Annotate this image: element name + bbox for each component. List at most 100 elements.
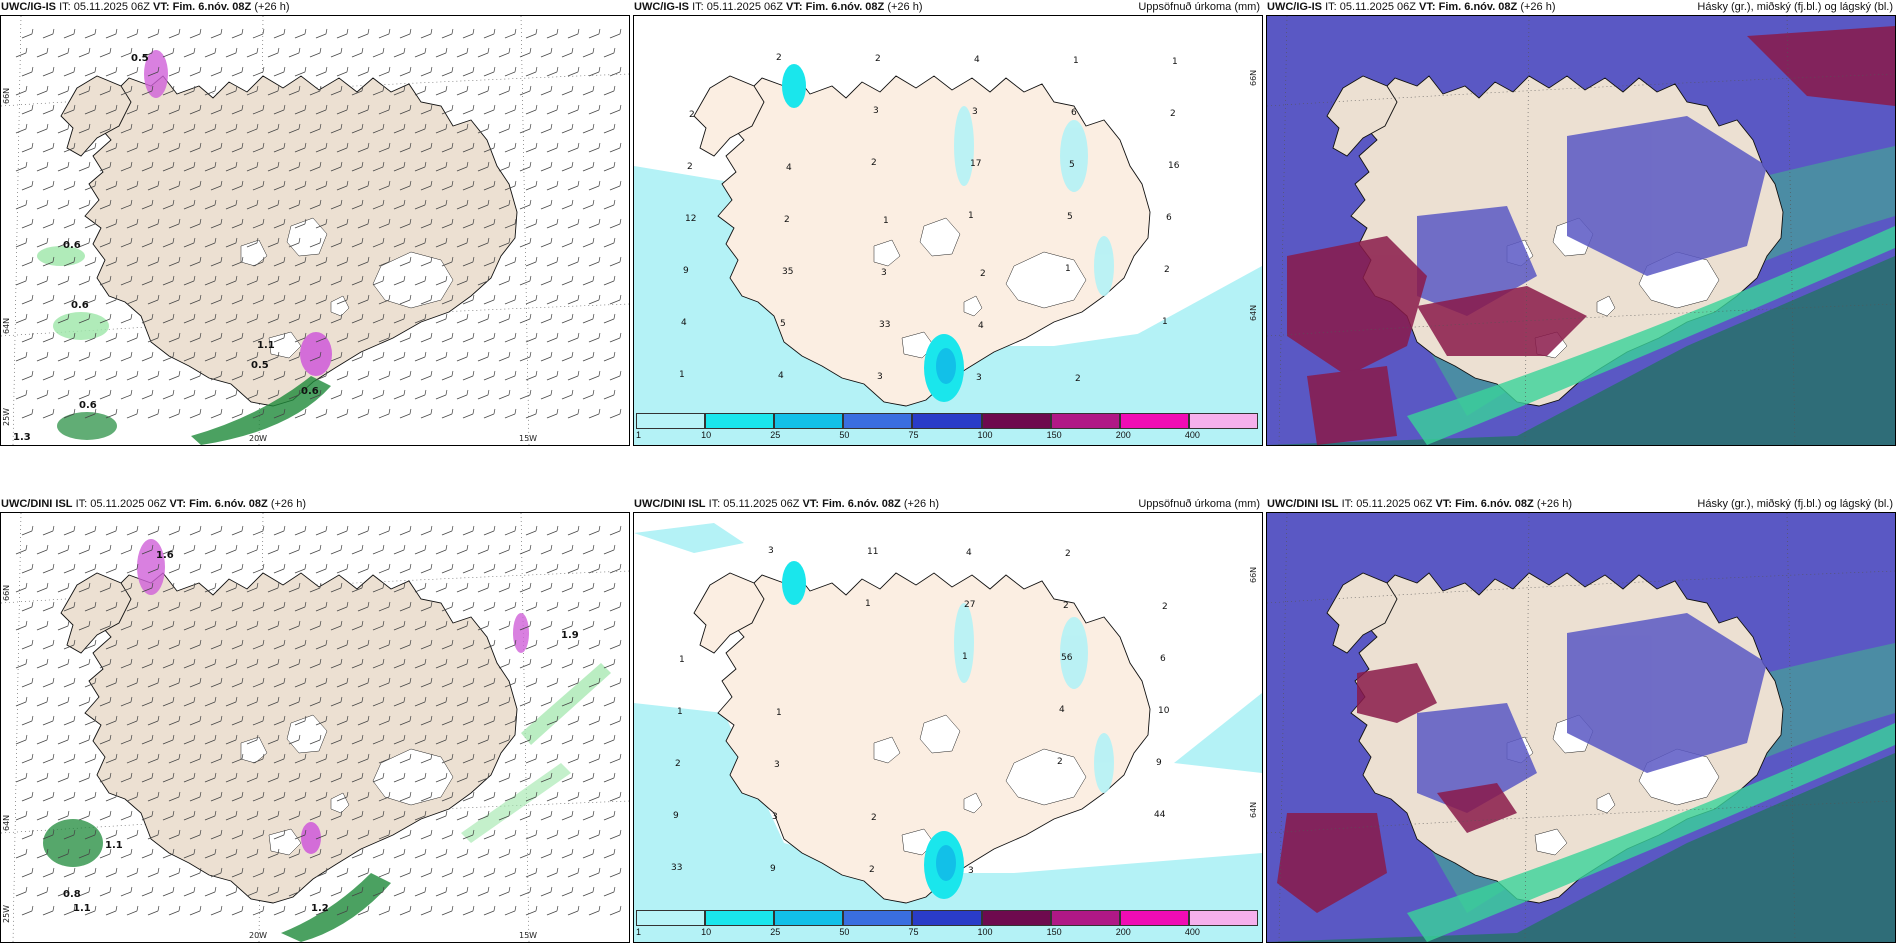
axis-label: 20W <box>249 931 267 940</box>
precip-value: 4 <box>966 548 972 558</box>
precip-value: 6 <box>1160 654 1166 664</box>
precip-value: 9 <box>673 811 679 821</box>
init-time: IT: 05.11.2025 06Z <box>59 1 150 13</box>
colorbar-tick: 25 <box>770 430 781 440</box>
lead-time: (+26 h) <box>254 1 290 13</box>
colorbar-tick: 25 <box>770 927 781 937</box>
colorbar-swatch <box>1188 413 1258 429</box>
model-name: UWC/IG-IS <box>1 1 56 13</box>
low-cloud <box>1287 26 1895 445</box>
precip-value: 3 <box>772 812 778 822</box>
wind-speed-label: 1.1 <box>73 903 91 914</box>
precip-value: 1 <box>968 211 974 221</box>
colorbar-swatch <box>636 413 706 429</box>
field-title: Hásky (gr.), miðský (fj.bl.) og lágský (… <box>1697 498 1893 510</box>
vt-label: VT: <box>1419 1 1436 13</box>
precip-value: 1 <box>1162 317 1168 327</box>
mid-cloud <box>1417 116 1767 316</box>
colorbar-swatch <box>705 910 775 926</box>
panel-header: UWC/DINI ISL IT: 05.11.2025 06Z VT: Fim.… <box>1 497 629 512</box>
vt-label: VT: <box>786 1 803 13</box>
axis-label: 25W <box>2 408 11 426</box>
axis-label: 66N <box>2 88 11 104</box>
precip-value: 1 <box>883 216 889 226</box>
precip-value: 12 <box>685 214 696 224</box>
wind-speed-label: 1.1 <box>257 340 275 351</box>
wind-speed-label: 0.6 <box>71 300 89 311</box>
vt-label: VT: <box>802 498 820 510</box>
colorbar-tick: 75 <box>908 927 919 937</box>
precip-value: 1 <box>677 707 683 717</box>
colorbar-tick: 50 <box>839 927 850 937</box>
precip-value: 2 <box>875 54 881 64</box>
precip-value: 4 <box>778 371 784 381</box>
field-title: Hásky (gr.), miðský (fj.bl.) og lágský (… <box>1697 1 1893 13</box>
map-area: 2 44 33 3 1 1 4 9 9 9 11 27 56 10 2 3 2 4 2 6 1 3 2 3 2 2 1 1 66N 64N… <box>633 512 1263 943</box>
precip-value: 2 <box>1057 757 1063 767</box>
precip-value: 2 <box>1063 601 1069 611</box>
map-area: 2 1 1 1 1 2 3 17 5 2 4 4 2 3 5 6 9 5 3 4 6 16 12 35 33 3 1 2 2 2 3 4 2 1 2… <box>633 15 1263 446</box>
vt-label: VT: <box>169 498 187 510</box>
axis-label: 15W <box>519 931 537 940</box>
precip-value: 2 <box>871 813 877 823</box>
axis-label: 15W <box>519 434 537 443</box>
map-area <box>1266 512 1896 943</box>
precip-value: 6 <box>1071 108 1077 118</box>
colorbar-tick: 75 <box>908 430 919 440</box>
map-svg <box>1267 513 1895 942</box>
axis-label: 20W <box>249 434 267 443</box>
precip-value: 4 <box>786 163 792 173</box>
valid-time: Fim. 6.nóv. 08Z <box>189 498 268 510</box>
precip-value: 33 <box>671 863 682 873</box>
axis-label: 64N <box>1249 305 1258 321</box>
precip-value: 1 <box>679 655 685 665</box>
wind-barbs <box>15 28 622 419</box>
precip-colorbar: 1 10 25 50 75 100 150 200 400 <box>636 910 1262 938</box>
precip-value: 27 <box>964 600 975 610</box>
colorbar-tick: 10 <box>701 927 712 937</box>
panel-header: UWC/DINI ISL IT: 05.11.2025 06Z VT: Fim.… <box>634 497 1262 512</box>
precip-value: 2 <box>687 162 693 172</box>
colorbar-swatch <box>774 910 844 926</box>
wind-speed-label: 0.6 <box>63 240 81 251</box>
colorbar-swatch <box>705 413 775 429</box>
map-svg: 0.5 0.6 0.6 1.1 0.5 0.6 1.3 0.6 66N 64N 25W 20W 15W <box>1 16 629 445</box>
vt-label: VT: <box>153 1 170 13</box>
wind-speed-label: 0.5 <box>251 360 269 371</box>
panel-header: UWC/IG-IS IT: 05.11.2025 06Z VT: Fim. 6.… <box>1 0 629 15</box>
colorbar-swatch <box>1050 910 1120 926</box>
panel-header: UWC/DINI ISL IT: 05.11.2025 06Z VT: Fim.… <box>1267 497 1895 512</box>
colorbar-swatch <box>843 413 913 429</box>
lead-time: (+26 h) <box>1520 1 1556 13</box>
model-name: UWC/DINI ISL <box>1 498 73 510</box>
precip-value: 2 <box>1170 109 1176 119</box>
precip-value: 9 <box>683 266 689 276</box>
iceland-landmass <box>693 572 1151 904</box>
axis-label: 64N <box>2 815 11 831</box>
iceland-landmass <box>693 75 1151 407</box>
valid-time: Fim. 6.nóv. 08Z <box>172 1 252 13</box>
colorbar-tick: 1 <box>636 430 642 440</box>
wind-speed-label: 0.5 <box>131 53 149 64</box>
colorbar-tick: 10 <box>701 430 712 440</box>
valid-time: Fim. 6.nóv. 08Z <box>805 1 885 13</box>
colorbar-tick: 100 <box>977 430 993 440</box>
precip-value: 4 <box>978 321 984 331</box>
precip-value: 2 <box>980 269 986 279</box>
lead-time: (+26 h) <box>887 1 923 13</box>
valid-time: Fim. 6.nóv. 08Z <box>1438 1 1518 13</box>
precip-value: 2 <box>776 53 782 63</box>
precip-value: 2 <box>689 110 695 120</box>
map-area: 0.5 0.6 0.6 1.1 0.5 0.6 1.3 0.6 66N 64N 25W 20W 15W <box>0 15 630 446</box>
panel-wind-dini: UWC/DINI ISL IT: 05.11.2025 06Z VT: Fim.… <box>0 497 630 945</box>
precip-value: 3 <box>968 866 974 876</box>
wind-strength-shading <box>43 539 611 942</box>
axis-label: 25W <box>2 905 11 923</box>
field-title: Uppsöfnuð úrkoma (mm) <box>1138 498 1260 510</box>
model-name: UWC/IG-IS <box>1267 1 1322 13</box>
axis-label: 64N <box>1249 802 1258 818</box>
colorbar-swatch <box>912 910 982 926</box>
init-time: IT: 05.11.2025 06Z <box>692 1 783 13</box>
precip-value: 5 <box>1067 212 1073 222</box>
lead-time: (+26 h) <box>1536 498 1572 510</box>
